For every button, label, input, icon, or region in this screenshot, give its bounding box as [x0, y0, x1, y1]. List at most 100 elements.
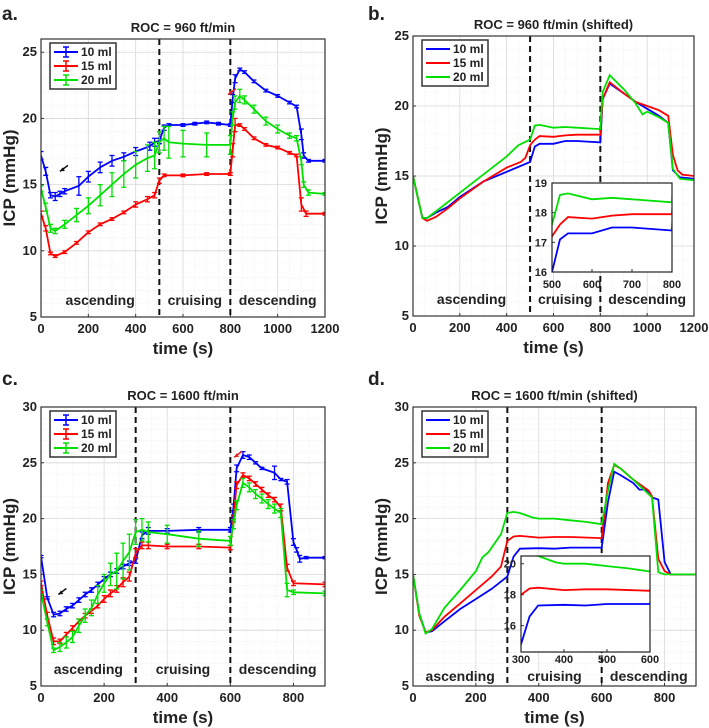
- x-tick-label: 200: [93, 690, 115, 705]
- y-tick-label: 25: [395, 28, 409, 43]
- x-tick-label: 600: [641, 654, 659, 666]
- legend-label: 20 ml: [453, 441, 484, 455]
- axes-frame: [412, 35, 695, 317]
- arrow-head-icon: [58, 590, 64, 595]
- series-line: [413, 462, 696, 635]
- y-tick-label: 15: [395, 168, 409, 183]
- x-tick-label: 400: [555, 654, 573, 666]
- x-tick-label: 400: [125, 321, 147, 336]
- series-line: [521, 556, 650, 573]
- series-20-ml: [413, 462, 696, 635]
- panel-label: b.: [368, 4, 385, 25]
- phase-label: ascending: [66, 292, 135, 308]
- phase-label: descending: [239, 661, 317, 677]
- series-line: [552, 184, 672, 226]
- panel-c: 0 200 400 600 800 5 10 15 20 25 30 ascending cruisin…: [0, 369, 326, 727]
- y-tick-label: 16: [535, 267, 547, 279]
- x-tick-label: 400: [156, 690, 178, 705]
- y-tick-label: 25: [23, 455, 37, 470]
- x-tick-label: 600: [172, 321, 194, 336]
- y-axis-label: ICP (mmHg): [0, 498, 19, 595]
- axes-frame: [40, 38, 326, 318]
- series-line: [521, 582, 650, 599]
- y-tick-label: 20: [23, 511, 37, 526]
- x-tick-label: 800: [654, 690, 676, 705]
- x-axis-label: time (s): [153, 708, 213, 727]
- series-20-ml: [521, 556, 650, 573]
- axes-frame: [412, 406, 697, 687]
- x-tick-label: 600: [543, 320, 565, 335]
- x-tick-label: 200: [77, 321, 99, 336]
- panel-label: d.: [368, 369, 385, 390]
- phase-label: ascending: [437, 291, 506, 307]
- inset-frame: [520, 555, 651, 653]
- x-tick-label: 800: [283, 690, 305, 705]
- y-tick-label: 30: [23, 399, 37, 414]
- legend-label: 10 ml: [81, 413, 112, 427]
- legend-label: 15 ml: [81, 59, 112, 73]
- y-tick-label: 20: [23, 110, 37, 125]
- chart-title: ROC = 1600 ft/min: [127, 388, 239, 403]
- y-tick-label: 30: [395, 399, 409, 414]
- panel-a: 0 200 400 600 800 1000 1200 5 10 15 20 25 ascending c…: [0, 4, 339, 358]
- series-line: [413, 73, 694, 219]
- phase-label: descending: [239, 292, 317, 308]
- y-tick-label: 18: [504, 590, 516, 602]
- panel-label: c.: [2, 369, 18, 390]
- inset-plot: 500 600 700 800 16 17 18 19: [535, 178, 681, 291]
- y-tick-label: 25: [395, 455, 409, 470]
- phase-label: cruising: [527, 668, 581, 684]
- y-tick-label: 10: [395, 238, 409, 253]
- x-tick-label: 0: [409, 320, 416, 335]
- chart-title: ROC = 960 ft/min (shifted): [474, 17, 633, 32]
- panel-b: 0 200 400 600 800 1000 1200 5 10 15 20 25 500 600 700 8…: [368, 4, 709, 357]
- series-20-ml: [413, 73, 694, 219]
- series-15-ml: [413, 463, 696, 634]
- x-tick-label: 0: [37, 321, 44, 336]
- series-20-ml: [552, 184, 672, 226]
- phase-label: ascending: [426, 668, 495, 684]
- series-10-ml: [521, 597, 650, 646]
- y-tick-label: 10: [395, 622, 409, 637]
- legend-label: 10 ml: [81, 45, 112, 59]
- x-axis-label: time (s): [153, 339, 213, 358]
- panel-label: a.: [2, 4, 18, 25]
- x-tick-label: 1000: [263, 321, 292, 336]
- arrow-head-icon: [59, 167, 65, 172]
- inset-frame: [551, 182, 673, 273]
- y-tick-label: 25: [23, 44, 37, 59]
- y-tick-label: 15: [23, 177, 37, 192]
- legend-label: 15 ml: [453, 427, 484, 441]
- axes-frame: [40, 406, 326, 687]
- x-tick-label: 800: [589, 320, 611, 335]
- series-10-ml: [413, 82, 694, 219]
- y-tick-label: 5: [402, 678, 409, 693]
- y-axis-label: ICP (mmHg): [372, 498, 391, 595]
- phase-label: descending: [610, 668, 688, 684]
- x-tick-label: 1200: [311, 321, 340, 336]
- y-axis-label: ICP (mmHg): [0, 130, 19, 227]
- x-tick-label: 0: [37, 690, 44, 705]
- x-tick-label: 800: [219, 321, 241, 336]
- y-tick-label: 18: [535, 208, 547, 220]
- series-line: [413, 463, 696, 634]
- legend-label: 10 ml: [453, 413, 484, 427]
- legend-label: 10 ml: [453, 42, 484, 56]
- series-20-ml: [41, 477, 325, 654]
- x-tick-label: 800: [663, 279, 681, 291]
- y-tick-label: 5: [402, 308, 409, 323]
- phase-label: cruising: [538, 291, 592, 307]
- x-tick-label: 1200: [680, 320, 709, 335]
- y-tick-label: 20: [395, 98, 409, 113]
- panel-d: 0 200 400 600 800 5 10 15 20 25 30 300 400 500 600 16 18…: [368, 369, 697, 727]
- arrow-head-icon: [234, 453, 240, 458]
- series-line: [413, 80, 694, 222]
- series-line: [413, 82, 694, 219]
- x-tick-label: 400: [528, 690, 550, 705]
- series-15-ml: [413, 80, 694, 222]
- y-tick-label: 10: [23, 622, 37, 637]
- arrow-head-icon: [227, 90, 233, 95]
- x-tick-label: 600: [583, 279, 601, 291]
